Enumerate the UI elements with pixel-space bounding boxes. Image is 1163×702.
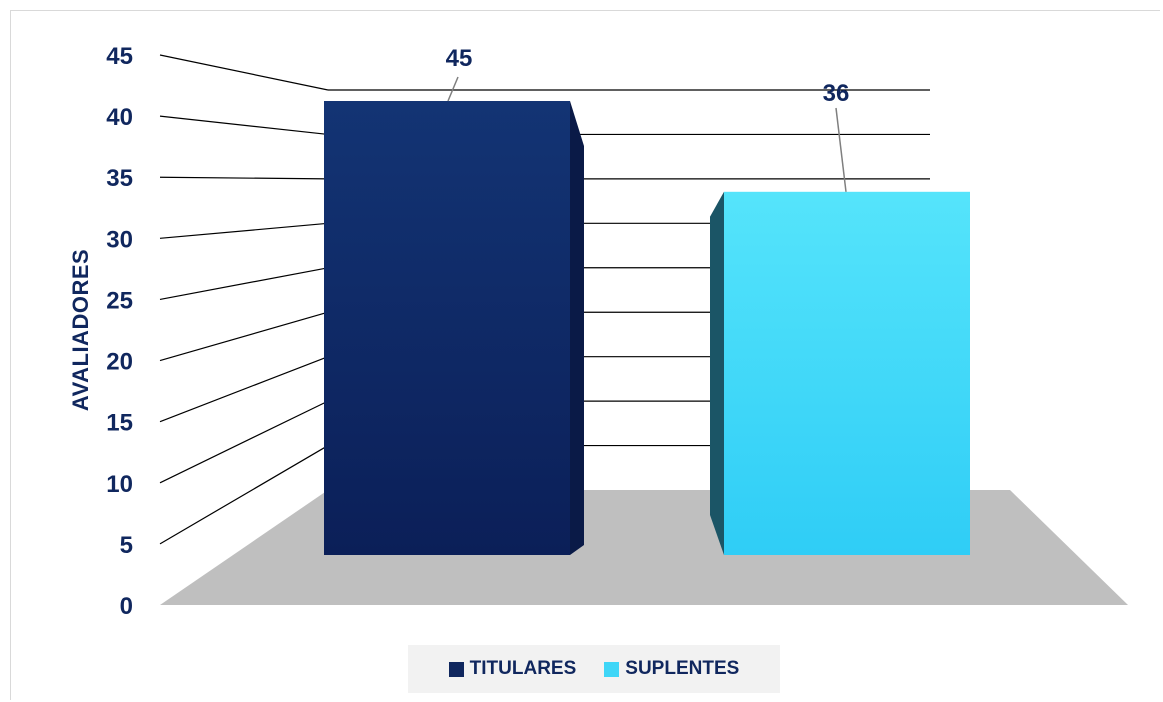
y-tick-label: 20 [106,349,133,376]
data-labels: 45 36 [446,45,850,192]
chart-frame [10,10,1160,700]
legend-swatch-titulares [448,661,464,677]
bar-suplentes [724,191,970,556]
y-tick-label: 35 [106,165,133,192]
y-tick-label: 30 [106,226,133,253]
legend-label-titulares: TITULARES [469,658,577,679]
gridline-diagonal [159,311,329,362]
y-tick-label: 40 [106,104,133,131]
y-tick-label: 25 [106,287,133,314]
y-tick-label: 0 [120,593,133,620]
gridline-diagonal [159,222,329,239]
gridline-diagonal [159,176,329,180]
gridline-diagonal [159,445,329,545]
y-axis-title: AVALIADORES [68,249,93,411]
gridline-diagonal [159,115,329,136]
y-tick-label: 45 [106,43,133,70]
data-label-suplentes: 36 [823,80,850,107]
gridline-diagonal [159,267,329,301]
legend-item-suplentes: SUPLENTES [604,658,739,680]
y-tick-label: 15 [106,410,133,437]
legend-item-titulares: TITULARES [448,658,577,680]
y-tick-labels: 0 5 10 15 20 25 30 35 40 45 [106,43,133,620]
legend: TITULARES SUPLENTES [408,645,780,693]
y-tick-label: 5 [120,532,133,559]
gridline-diagonal [159,54,329,91]
gridline-diagonal [159,400,329,484]
bars [324,101,970,556]
data-label-leader [447,76,459,102]
legend-label-suplentes: SUPLENTES [625,658,740,679]
bar-titulares [324,101,570,555]
bar-side-titulares [570,101,584,555]
gridline-diagonal [159,356,329,423]
legend-swatch-suplentes [604,661,620,677]
data-label-leader [835,107,847,192]
bar-side-suplentes [710,191,724,556]
data-label-titulares: 45 [446,45,473,72]
chart-floor [160,490,1128,605]
y-tick-label: 10 [106,471,133,498]
